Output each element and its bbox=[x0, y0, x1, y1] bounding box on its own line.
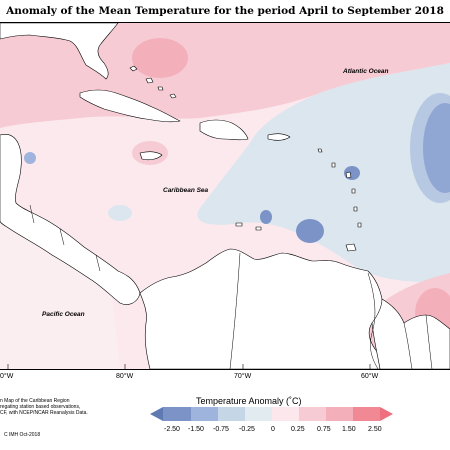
legend-bin-8 bbox=[353, 407, 380, 421]
legend-tick-7: 0.75 bbox=[317, 426, 331, 433]
land-antilles-5 bbox=[353, 206, 358, 212]
land-trinidad bbox=[345, 243, 357, 252]
land-curacao bbox=[255, 226, 262, 231]
legend-tick-6: 0.25 bbox=[291, 426, 305, 433]
legend-tick-4: -0.25 bbox=[239, 426, 255, 433]
land-guianas bbox=[371, 298, 450, 369]
land-bahamas-2 bbox=[145, 77, 154, 84]
land-bahamas-3 bbox=[157, 86, 164, 91]
land-jamaica bbox=[139, 151, 163, 161]
legend-bin-2 bbox=[191, 407, 218, 421]
color-legend: -2.50 -1.50 -0.75 -0.25 0 0.25 0.75 1.50… bbox=[150, 407, 393, 433]
anomaly-cool-spot-8 bbox=[270, 136, 330, 160]
land-antilles-1 bbox=[317, 148, 323, 153]
land-antilles-6 bbox=[357, 222, 362, 228]
land-bahamas-1 bbox=[129, 65, 138, 72]
legend-tick-9: 2.50 bbox=[368, 426, 382, 433]
land-north-america bbox=[0, 23, 119, 80]
copyright: C IMH Oct-2018 bbox=[4, 432, 41, 438]
legend-tick-2: -1.50 bbox=[188, 426, 204, 433]
legend-tick-8: 1.50 bbox=[342, 426, 356, 433]
label-atlantic-ocean: Atlantic Ocean bbox=[342, 68, 389, 75]
border-central-america-3 bbox=[95, 254, 101, 272]
anomaly-cool-spot-5 bbox=[24, 152, 36, 164]
land-antilles-2 bbox=[331, 162, 336, 168]
anomaly-cool-spot-3 bbox=[296, 219, 324, 243]
land-aruba bbox=[235, 222, 243, 227]
land-bahamas-4 bbox=[169, 93, 177, 99]
border-central-america-2 bbox=[59, 228, 65, 246]
map-title: Anomaly of the Mean Temperature for the … bbox=[6, 5, 444, 17]
legend-bin-4 bbox=[245, 407, 272, 421]
credits-block: n Map of the Caribbean Region regating s… bbox=[0, 398, 120, 417]
anomaly-cool-spot-2 bbox=[260, 210, 272, 224]
border-venezuela-guyana bbox=[367, 272, 379, 369]
legend-tick-1: -2.50 bbox=[164, 426, 180, 433]
lon-label-60w: 60°W bbox=[361, 373, 379, 380]
land-cuba bbox=[79, 89, 181, 123]
anomaly-warm-bahamas bbox=[132, 38, 188, 78]
lon-label-80w: 80°W bbox=[116, 373, 134, 380]
border-suriname-guiana bbox=[425, 314, 433, 369]
legend-arrow-right bbox=[380, 407, 393, 421]
anomaly-map: Atlantic Ocean Caribbean Sea Pacific Oce… bbox=[0, 22, 450, 370]
land-antilles-3 bbox=[345, 171, 352, 179]
credit-line-2: regating station based observations, bbox=[0, 404, 81, 411]
legend-bin-1 bbox=[163, 407, 191, 421]
land-antilles-4 bbox=[351, 188, 356, 194]
credit-line-3: CF, with NCEP/NCAR Reanalysis Data. bbox=[0, 410, 88, 417]
lon-label-70w: 70°W bbox=[234, 373, 252, 380]
anomaly-cool-atlantic bbox=[197, 63, 450, 283]
anomaly-pacific bbox=[0, 223, 120, 369]
land-central-america bbox=[0, 133, 141, 305]
legend-bin-5 bbox=[272, 407, 299, 421]
legend-title: Temperature Anomaly (˚C) bbox=[196, 396, 302, 406]
land-puerto-rico bbox=[267, 133, 291, 141]
border-guyana-suriname bbox=[403, 322, 413, 369]
border-central-america-1 bbox=[29, 204, 35, 224]
label-pacific-ocean: Pacific Ocean bbox=[42, 311, 85, 318]
label-caribbean-sea: Caribbean Sea bbox=[163, 187, 209, 194]
legend-arrow-left bbox=[150, 407, 163, 421]
legend-bin-7 bbox=[326, 407, 353, 421]
land-hispaniola bbox=[199, 119, 249, 141]
legend-bin-3 bbox=[218, 407, 245, 421]
legend-bin-6 bbox=[299, 407, 326, 421]
anomaly-cool-spot-4 bbox=[108, 205, 132, 221]
lon-label-90w: 0°W bbox=[0, 373, 14, 380]
credit-line-1: n Map of the Caribbean Region bbox=[0, 398, 70, 404]
legend-tick-5: 0 bbox=[271, 426, 275, 433]
border-colombia-venezuela bbox=[229, 252, 241, 369]
legend-tick-3: -0.75 bbox=[213, 426, 229, 433]
anomaly-cool-east-rim bbox=[410, 93, 450, 203]
